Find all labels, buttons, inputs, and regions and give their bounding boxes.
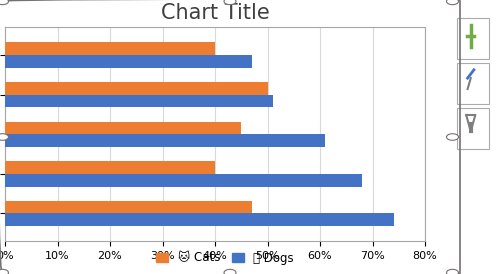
FancyBboxPatch shape (457, 63, 489, 104)
Bar (5, 82, 268, 95)
Bar (5, 55, 252, 68)
Bar (5, 201, 252, 213)
Legend: 🐱 Cats, 🐶 Dogs: 🐱 Cats, 🐶 Dogs (153, 248, 297, 268)
FancyBboxPatch shape (457, 18, 489, 59)
Bar (5, 174, 362, 187)
Bar (5, 95, 273, 107)
Bar (5, 161, 215, 174)
Title: Chart Title: Chart Title (160, 3, 270, 23)
Bar (5, 213, 394, 226)
Bar (5, 42, 215, 55)
Bar (5, 134, 325, 147)
Bar (5, 122, 241, 134)
FancyBboxPatch shape (457, 108, 489, 149)
